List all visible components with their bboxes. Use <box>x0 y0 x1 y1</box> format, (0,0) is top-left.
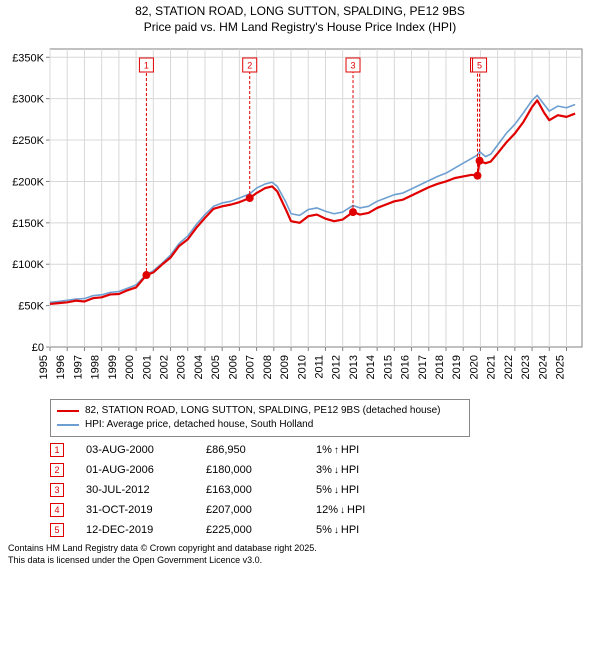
svg-text:1999: 1999 <box>107 355 119 379</box>
svg-text:£350K: £350K <box>12 52 44 64</box>
transaction-price: £163,000 <box>206 484 316 496</box>
svg-text:2021: 2021 <box>486 355 498 379</box>
svg-text:2005: 2005 <box>210 355 222 379</box>
svg-text:2014: 2014 <box>365 355 377 379</box>
svg-text:£100K: £100K <box>12 259 44 271</box>
svg-text:2012: 2012 <box>331 355 343 379</box>
svg-text:2018: 2018 <box>434 355 446 379</box>
transaction-price: £86,950 <box>206 444 316 456</box>
transaction-row: 3 30-JUL-2012£163,0005% ↓ HPI <box>50 483 592 497</box>
title-line-1: 82, STATION ROAD, LONG SUTTON, SPALDING,… <box>0 4 600 20</box>
svg-text:£200K: £200K <box>12 177 44 189</box>
footer-line-1: Contains HM Land Registry data © Crown c… <box>8 543 592 555</box>
transaction-row: 1 03-AUG-2000£86,9501% ↑ HPI <box>50 443 592 457</box>
legend-label: 82, STATION ROAD, LONG SUTTON, SPALDING,… <box>85 404 441 418</box>
svg-text:2017: 2017 <box>417 355 429 379</box>
transaction-date: 03-AUG-2000 <box>86 444 206 456</box>
transaction-date: 30-JUL-2012 <box>86 484 206 496</box>
transaction-row: 4 31-OCT-2019£207,00012% ↓ HPI <box>50 503 592 517</box>
legend-row: HPI: Average price, detached house, Sout… <box>57 418 463 432</box>
legend-swatch <box>57 410 79 413</box>
svg-text:2015: 2015 <box>382 355 394 379</box>
svg-text:1995: 1995 <box>38 355 50 379</box>
legend-label: HPI: Average price, detached house, Sout… <box>85 418 313 432</box>
legend-swatch <box>57 424 79 426</box>
svg-text:2010: 2010 <box>296 355 308 379</box>
legend-row: 82, STATION ROAD, LONG SUTTON, SPALDING,… <box>57 404 463 418</box>
svg-text:2002: 2002 <box>159 355 171 379</box>
chart-area: £0 £50K £100K £150K £200K £250K £300K £350K 1995… <box>0 43 600 393</box>
title-block: 82, STATION ROAD, LONG SUTTON, SPALDING,… <box>0 0 600 35</box>
legend-box: 82, STATION ROAD, LONG SUTTON, SPALDING,… <box>50 399 470 437</box>
transaction-date: 01-AUG-2006 <box>86 464 206 476</box>
svg-text:£150K: £150K <box>12 218 44 230</box>
svg-text:2003: 2003 <box>176 355 188 379</box>
svg-text:1996: 1996 <box>55 355 67 379</box>
svg-text:2007: 2007 <box>245 355 257 379</box>
title-line-2: Price paid vs. HM Land Registry's House … <box>0 20 600 36</box>
footer: Contains HM Land Registry data © Crown c… <box>8 543 592 566</box>
transaction-row: 5 12-DEC-2019£225,0005% ↓ HPI <box>50 523 592 537</box>
svg-text:£250K: £250K <box>12 135 44 147</box>
transaction-price: £180,000 <box>206 464 316 476</box>
svg-text:1: 1 <box>144 61 149 71</box>
transaction-price: £207,000 <box>206 504 316 516</box>
svg-text:2009: 2009 <box>279 355 291 379</box>
transaction-row: 2 01-AUG-2006£180,0003% ↓ HPI <box>50 463 592 477</box>
transactions-table: 103-AUG-2000£86,9501% ↑ HPI201-AUG-2006£… <box>50 443 592 537</box>
svg-text:2024: 2024 <box>537 355 549 379</box>
svg-text:2011: 2011 <box>313 355 325 379</box>
transaction-marker: 2 <box>50 463 64 477</box>
transaction-price: £225,000 <box>206 524 316 536</box>
svg-text:5: 5 <box>477 61 482 71</box>
svg-text:2: 2 <box>247 61 252 71</box>
svg-text:2006: 2006 <box>227 355 239 379</box>
svg-text:£300K: £300K <box>12 94 44 106</box>
transaction-date: 12-DEC-2019 <box>86 524 206 536</box>
svg-text:1997: 1997 <box>72 355 84 379</box>
svg-text:2016: 2016 <box>400 355 412 379</box>
transaction-marker: 1 <box>50 443 64 457</box>
transaction-diff: 5% ↓ HPI <box>316 484 396 496</box>
svg-text:2008: 2008 <box>262 355 274 379</box>
svg-text:2000: 2000 <box>124 355 136 379</box>
svg-text:2013: 2013 <box>348 355 360 379</box>
svg-text:2019: 2019 <box>451 355 463 379</box>
transaction-diff: 1% ↑ HPI <box>316 444 396 456</box>
svg-text:£50K: £50K <box>18 301 44 313</box>
svg-text:2020: 2020 <box>468 355 480 379</box>
transaction-date: 31-OCT-2019 <box>86 504 206 516</box>
footer-line-2: This data is licensed under the Open Gov… <box>8 555 592 567</box>
svg-text:2004: 2004 <box>193 355 205 379</box>
transaction-diff: 3% ↓ HPI <box>316 464 396 476</box>
transaction-diff: 12% ↓ HPI <box>316 504 396 516</box>
transaction-diff: 5% ↓ HPI <box>316 524 396 536</box>
svg-text:2025: 2025 <box>555 355 567 379</box>
transaction-marker: 3 <box>50 483 64 497</box>
transaction-marker: 4 <box>50 503 64 517</box>
svg-text:2001: 2001 <box>141 355 153 379</box>
svg-text:1998: 1998 <box>90 355 102 379</box>
svg-text:3: 3 <box>351 61 356 71</box>
svg-text:2023: 2023 <box>520 355 532 379</box>
svg-text:2022: 2022 <box>503 355 515 379</box>
transaction-marker: 5 <box>50 523 64 537</box>
chart-svg: £0 £50K £100K £150K £200K £250K £300K £350K 1995… <box>0 43 590 393</box>
svg-text:£0: £0 <box>32 342 44 354</box>
